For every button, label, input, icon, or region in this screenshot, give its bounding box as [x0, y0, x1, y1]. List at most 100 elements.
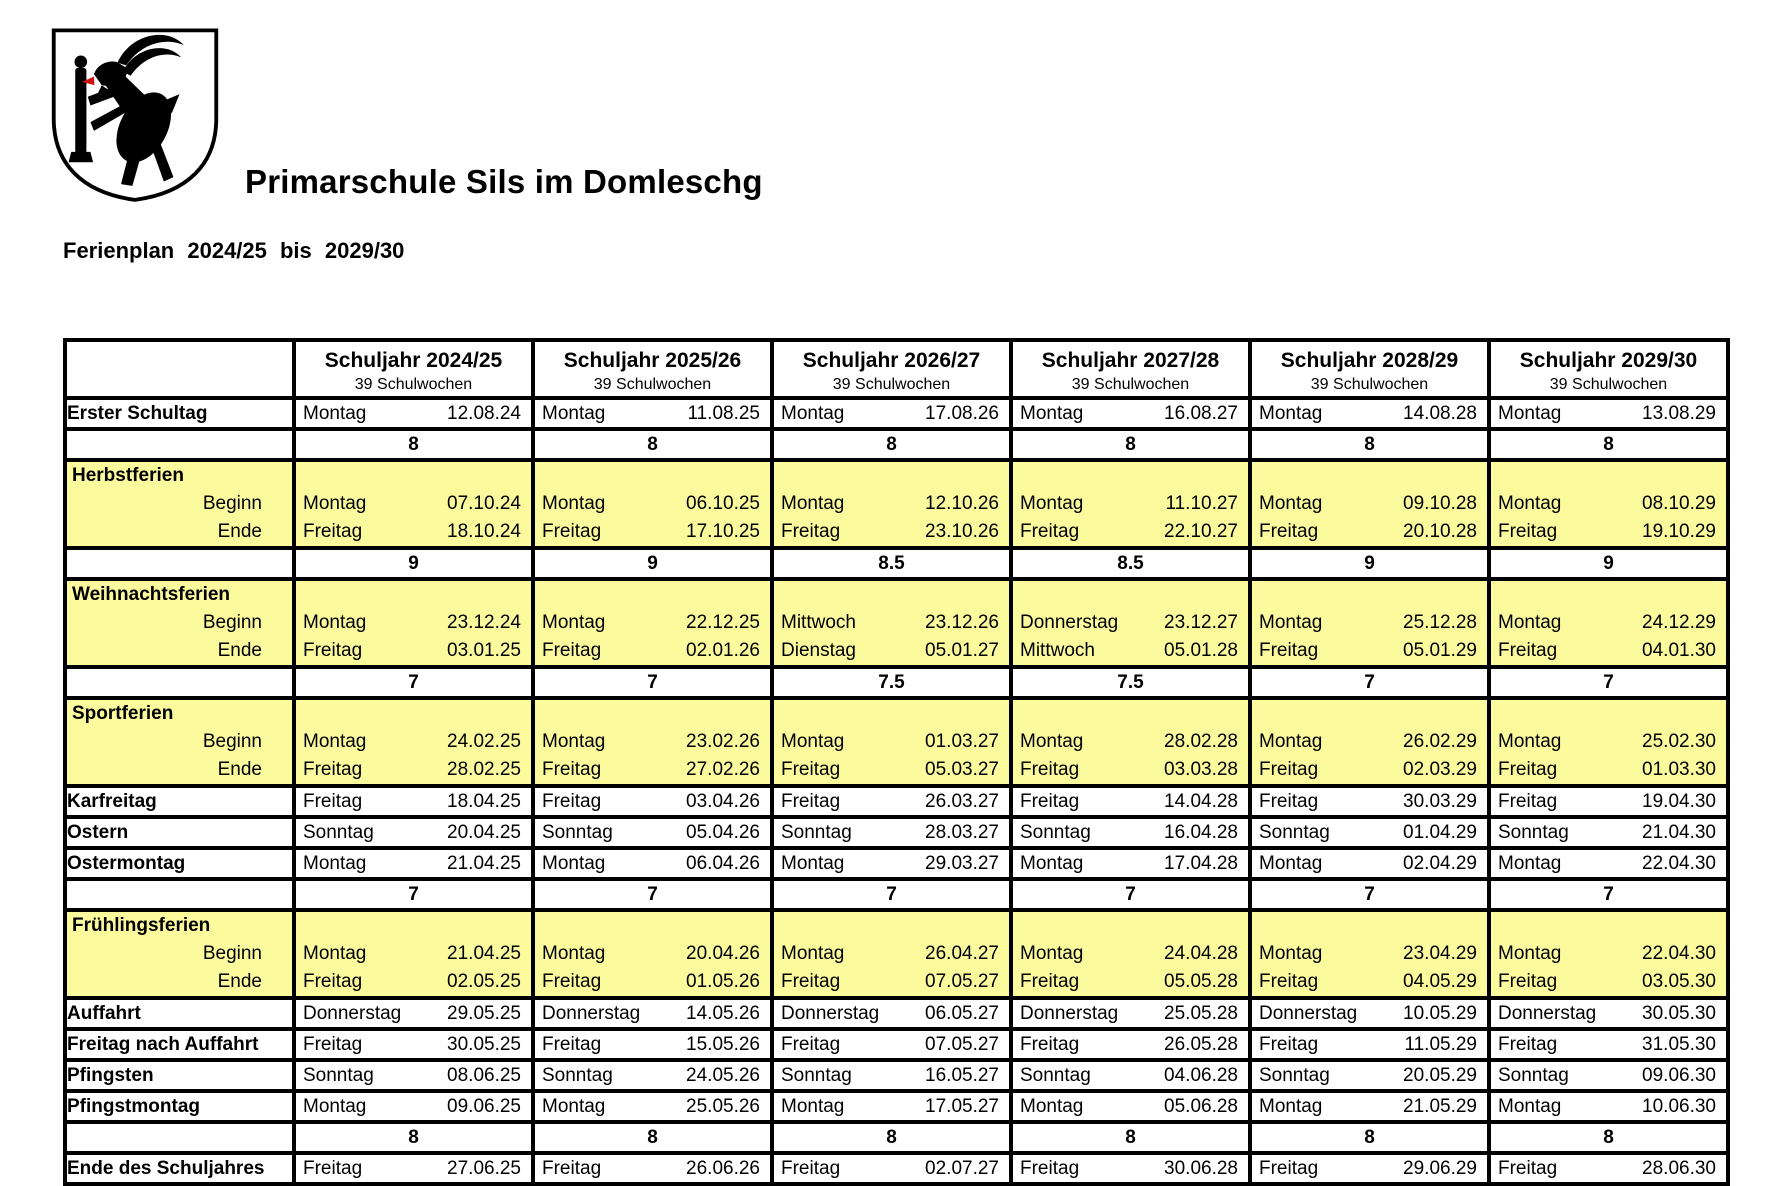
date-cell: Freitag 31.05.30	[1487, 1027, 1730, 1062]
day-date: Freitag 18.10.24	[298, 518, 529, 544]
date-text: 12.10.26	[925, 493, 999, 514]
day-date: Dienstag 05.01.27	[776, 637, 1007, 663]
school-weeks-count-cell: 7	[1487, 877, 1730, 912]
date-text: 17.10.25	[686, 521, 760, 542]
date-cell: Freitag 18.04.25	[292, 784, 535, 819]
day-date: Freitag 01.05.26	[537, 968, 768, 994]
date-text: 01.05.26	[686, 971, 760, 992]
weekday-text: Montag	[542, 403, 606, 424]
date-text: 31.05.30	[1642, 1034, 1716, 1055]
year-header-cell: Schuljahr 2026/27 39 Schulwochen	[770, 338, 1013, 400]
section-spacer	[1493, 464, 1724, 490]
date-cell: Montag 17.05.27	[770, 1089, 1013, 1124]
date-text: 17.04.28	[1164, 853, 1238, 874]
weekday-text: Donnerstag	[1498, 1003, 1597, 1024]
day-date: Montag 24.04.28	[1015, 940, 1246, 968]
year-weeks-subtitle: 39 Schulwochen	[593, 375, 712, 393]
section-spacer	[1254, 464, 1485, 490]
weekday-text: Freitag	[542, 971, 602, 992]
section-date-cell: Montag 23.02.26 Freitag 27.02.26	[531, 696, 774, 788]
weekday-text: Freitag	[1498, 1034, 1558, 1055]
day-date: Montag 21.04.25	[298, 852, 529, 875]
day-date: Freitag 29.06.29	[1254, 1157, 1485, 1180]
year-title: Schuljahr 2028/29	[1280, 348, 1459, 372]
year-header-cell: Schuljahr 2028/29 39 Schulwochen	[1248, 338, 1491, 400]
weekday-text: Freitag	[1020, 1034, 1080, 1055]
day-date: Montag 20.04.26	[537, 940, 768, 968]
year-title: Schuljahr 2024/25	[324, 348, 503, 372]
section-date-cell: Montag 25.02.30 Freitag 01.03.30	[1487, 696, 1730, 788]
year-title: Schuljahr 2027/28	[1041, 348, 1220, 372]
weekday-text: Sonntag	[303, 822, 374, 843]
day-date: Freitag 28.06.30	[1493, 1157, 1724, 1180]
day-date: Freitag 14.04.28	[1015, 790, 1246, 813]
date-text: 12.08.24	[447, 403, 521, 424]
weekday-text: Freitag	[303, 1034, 363, 1055]
weekday-text: Montag	[1020, 731, 1084, 752]
weekday-text: Montag	[1259, 1096, 1323, 1117]
day-date: Sonntag 01.04.29	[1254, 821, 1485, 844]
date-cell: Montag 25.05.26	[531, 1089, 774, 1124]
section-spacer	[537, 464, 768, 490]
day-date: Sonntag 28.03.27	[776, 821, 1007, 844]
school-weeks-count-cell: 7	[531, 877, 774, 912]
weekday-text: Montag	[1020, 1096, 1084, 1117]
date-text: 07.10.24	[447, 493, 521, 514]
date-cell: Montag 11.08.25	[531, 396, 774, 431]
day-date: Freitag 03.04.26	[537, 790, 768, 813]
weekday-text: Sonntag	[1498, 822, 1569, 843]
date-cell: Montag 29.03.27	[770, 846, 1013, 881]
weekday-text: Freitag	[1020, 1158, 1080, 1179]
date-text: 22.12.25	[686, 612, 760, 633]
date-text: 05.01.29	[1403, 640, 1477, 661]
day-date: Freitag 31.05.30	[1493, 1033, 1724, 1056]
weekday-text: Freitag	[542, 1034, 602, 1055]
school-weeks-count-cell: 8.5	[1009, 546, 1252, 581]
date-text: 11.10.27	[1165, 493, 1238, 514]
weekday-text: Montag	[542, 493, 606, 514]
section-label-cell: Weihnachtsferien Beginn Ende	[63, 577, 296, 669]
weekday-text: Montag	[1498, 493, 1562, 514]
weekday-text: Freitag	[1259, 521, 1319, 542]
table-header-row: Schuljahr 2024/25 39 Schulwochen Schuljahr…	[63, 338, 1730, 400]
day-date: Montag 08.10.29	[1493, 490, 1724, 518]
day-date: Donnerstag 29.05.25	[298, 1002, 529, 1025]
day-date: Sonntag 16.05.27	[776, 1064, 1007, 1087]
date-text: 03.03.28	[1164, 759, 1238, 780]
date-cell: Sonntag 20.04.25	[292, 815, 535, 850]
weekday-text: Montag	[1259, 493, 1323, 514]
date-cell: Sonntag 24.05.26	[531, 1058, 774, 1093]
weekday-text: Freitag	[781, 971, 841, 992]
row-label-cell	[63, 546, 296, 581]
weekday-text: Montag	[1498, 853, 1562, 874]
weekday-text: Donnerstag	[781, 1003, 880, 1024]
day-date: Donnerstag 14.05.26	[537, 1002, 768, 1025]
date-text: 18.04.25	[447, 791, 521, 812]
school-weeks-count-cell: 9	[292, 546, 535, 581]
weekday-text: Montag	[1498, 403, 1562, 424]
day-date: Freitag 02.07.27	[776, 1157, 1007, 1180]
date-text: 23.12.26	[925, 612, 999, 633]
day-date: Mittwoch 05.01.28	[1015, 637, 1246, 663]
holiday-section-row: Sportferien Beginn Ende Montag 24.02.25 Freit…	[63, 696, 1730, 788]
date-cell: Freitag 26.05.28	[1009, 1027, 1252, 1062]
section-title: Sportferien	[72, 703, 174, 724]
section-spacer	[1015, 914, 1246, 940]
row-label-cell: Freitag nach Auffahrt	[63, 1027, 296, 1062]
day-date: Montag 26.04.27	[776, 940, 1007, 968]
date-cell: Donnerstag 29.05.25	[292, 996, 535, 1031]
day-date: Freitag 01.03.30	[1493, 756, 1724, 782]
row-label-cell: Ende des Schuljahres	[63, 1151, 296, 1186]
day-date: Freitag 05.01.29	[1254, 637, 1485, 663]
holiday-row: Pfingsten Sonntag 08.06.25 Sonntag 24.05.26 S…	[63, 1058, 1730, 1093]
weekday-text: Donnerstag	[303, 1003, 402, 1024]
weekday-text: Mittwoch	[781, 612, 856, 633]
date-text: 17.05.27	[925, 1096, 999, 1117]
day-date: Montag 23.02.26	[537, 728, 768, 756]
day-date: Montag 17.05.27	[776, 1095, 1007, 1118]
date-text: 23.04.29	[1403, 943, 1477, 964]
day-date: Donnerstag 06.05.27	[776, 1002, 1007, 1025]
section-date-cell: Montag 06.10.25 Freitag 17.10.25	[531, 458, 774, 550]
weekday-text: Sonntag	[1498, 1065, 1569, 1086]
